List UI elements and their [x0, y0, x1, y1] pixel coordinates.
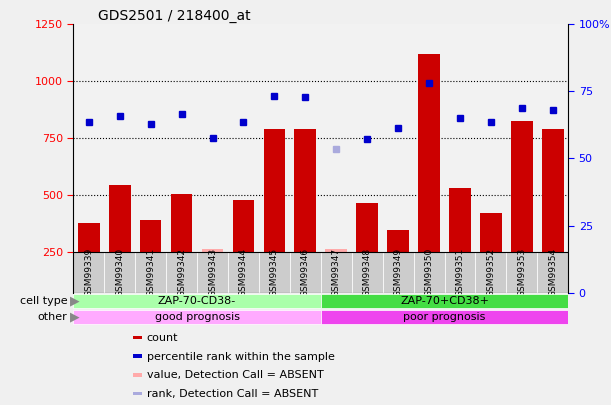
Text: ZAP-70+CD38+: ZAP-70+CD38+ — [400, 296, 489, 306]
Bar — [78, 223, 100, 252]
Text: GSM99340: GSM99340 — [115, 247, 124, 297]
Bar — [73, 24, 104, 292]
Bar — [290, 252, 321, 292]
Text: value, Detection Call = ABSENT: value, Detection Call = ABSENT — [147, 371, 323, 380]
Bar — [73, 310, 321, 324]
Bar — [480, 213, 502, 252]
Bar — [382, 252, 414, 292]
Text: GSM99342: GSM99342 — [177, 247, 186, 296]
Text: GSM99339: GSM99339 — [84, 247, 93, 297]
Text: GSM99350: GSM99350 — [425, 247, 434, 297]
Bar — [537, 252, 568, 292]
Bar — [133, 354, 142, 358]
Bar — [295, 129, 316, 252]
Bar — [197, 24, 228, 292]
Bar — [414, 252, 445, 292]
Text: other: other — [37, 312, 67, 322]
Bar — [449, 188, 471, 252]
Bar — [133, 336, 142, 339]
Text: good prognosis: good prognosis — [155, 312, 240, 322]
Bar — [537, 24, 568, 292]
Text: count: count — [147, 333, 178, 343]
Bar — [418, 54, 440, 252]
Bar — [133, 392, 142, 395]
Bar — [135, 252, 166, 292]
Text: percentile rank within the sample: percentile rank within the sample — [147, 352, 334, 362]
Bar — [445, 252, 475, 292]
Text: GSM99343: GSM99343 — [208, 247, 217, 297]
Bar — [290, 24, 321, 292]
Bar — [170, 194, 192, 252]
Bar — [140, 220, 161, 252]
Bar — [352, 252, 382, 292]
Bar — [387, 230, 409, 252]
Text: GSM99347: GSM99347 — [332, 247, 341, 297]
Text: GSM99348: GSM99348 — [363, 247, 371, 297]
Text: GSM99341: GSM99341 — [146, 247, 155, 297]
Bar — [507, 24, 537, 292]
Text: cell type: cell type — [20, 296, 67, 306]
Bar — [263, 129, 285, 252]
Bar — [228, 24, 259, 292]
Bar — [356, 203, 378, 252]
Bar — [228, 252, 259, 292]
Bar — [73, 252, 104, 292]
Bar — [321, 252, 352, 292]
Bar — [382, 24, 414, 292]
Bar — [507, 252, 537, 292]
Bar — [233, 200, 254, 252]
Bar — [352, 24, 382, 292]
Bar — [321, 294, 568, 308]
Bar — [202, 249, 224, 252]
Text: GSM99352: GSM99352 — [486, 247, 496, 297]
Text: GSM99345: GSM99345 — [270, 247, 279, 297]
Bar — [321, 310, 568, 324]
Text: ▶: ▶ — [70, 311, 79, 324]
Bar — [259, 252, 290, 292]
Bar — [109, 185, 131, 252]
Text: GSM99346: GSM99346 — [301, 247, 310, 297]
Text: GSM99354: GSM99354 — [548, 247, 557, 297]
Bar — [166, 252, 197, 292]
Bar — [104, 252, 135, 292]
Bar — [326, 249, 347, 252]
Text: GSM99344: GSM99344 — [239, 247, 248, 296]
Text: ZAP-70-CD38-: ZAP-70-CD38- — [158, 296, 236, 306]
Text: GSM99353: GSM99353 — [518, 247, 526, 297]
Bar — [135, 24, 166, 292]
Bar — [197, 252, 228, 292]
Bar — [321, 24, 352, 292]
Bar — [414, 24, 445, 292]
Bar — [445, 24, 475, 292]
Bar — [259, 24, 290, 292]
Bar — [133, 373, 142, 377]
Text: rank, Detection Call = ABSENT: rank, Detection Call = ABSENT — [147, 389, 318, 399]
Bar — [475, 252, 507, 292]
Text: GSM99349: GSM99349 — [393, 247, 403, 297]
Bar — [104, 24, 135, 292]
Bar — [475, 24, 507, 292]
Bar — [73, 294, 321, 308]
Text: ▶: ▶ — [70, 294, 79, 307]
Bar — [166, 24, 197, 292]
Text: poor prognosis: poor prognosis — [403, 312, 486, 322]
Text: GDS2501 / 218400_at: GDS2501 / 218400_at — [98, 9, 251, 23]
Text: GSM99351: GSM99351 — [455, 247, 464, 297]
Bar — [542, 129, 563, 252]
Bar — [511, 121, 533, 252]
